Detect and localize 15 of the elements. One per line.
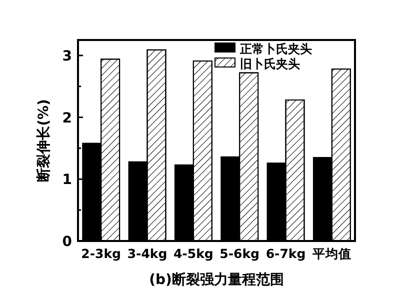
x-tick-label: 5-6kg bbox=[220, 246, 260, 261]
legend-label: 正常卜氏夹头 bbox=[239, 42, 312, 56]
y-tick-label: 3 bbox=[62, 48, 72, 64]
x-tick-label: 2-3kg bbox=[81, 246, 122, 261]
series-label: 旧卜氏夹头 bbox=[240, 57, 300, 71]
legend: 正常卜氏夹头 旧卜氏夹头 bbox=[214, 42, 312, 71]
x-tick-label: 3-4kg bbox=[127, 246, 168, 261]
x-axis-title: (b)断裂强力量程范围 bbox=[149, 272, 284, 288]
x-tick-label: 平均值 bbox=[311, 246, 352, 261]
y-tick-label: 1 bbox=[62, 172, 72, 188]
y-tick-label: 0 bbox=[62, 234, 72, 250]
y-axis-title: 断裂伸长(%) bbox=[36, 99, 52, 182]
y-tick-label: 2 bbox=[62, 110, 72, 126]
x-tick-label: 6-7kg bbox=[266, 246, 306, 261]
x-tick-label: 4-5kg bbox=[173, 246, 214, 261]
